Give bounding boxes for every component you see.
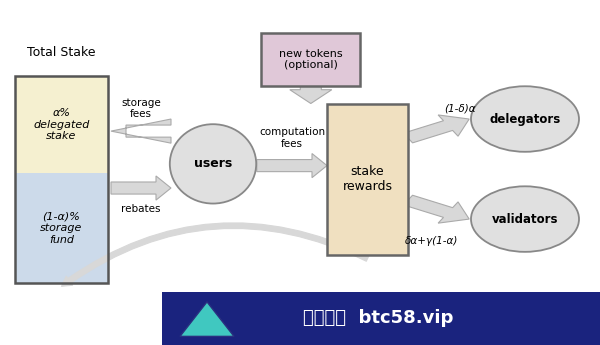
Text: stake
rewards: stake rewards bbox=[343, 165, 392, 194]
Text: users: users bbox=[194, 157, 232, 170]
Ellipse shape bbox=[471, 186, 579, 252]
FancyBboxPatch shape bbox=[261, 33, 360, 86]
Text: Total Stake: Total Stake bbox=[27, 46, 96, 59]
Text: (1-α)%
storage
fund: (1-α)% storage fund bbox=[40, 211, 83, 245]
FancyBboxPatch shape bbox=[327, 104, 408, 255]
Polygon shape bbox=[257, 154, 327, 178]
Text: rebates: rebates bbox=[121, 204, 161, 214]
Text: new tokens
(optional): new tokens (optional) bbox=[278, 49, 343, 70]
Text: delegators: delegators bbox=[490, 112, 560, 126]
Text: α%
delegated
stake: α% delegated stake bbox=[34, 108, 89, 141]
Text: computation
fees: computation fees bbox=[259, 127, 325, 149]
Text: δα+γ(1-α): δα+γ(1-α) bbox=[406, 236, 458, 246]
Polygon shape bbox=[180, 302, 234, 336]
Text: validators: validators bbox=[492, 213, 558, 226]
FancyBboxPatch shape bbox=[15, 173, 108, 283]
Polygon shape bbox=[111, 176, 171, 200]
Text: 云顶量化  btc58.vip: 云顶量化 btc58.vip bbox=[303, 309, 453, 327]
Ellipse shape bbox=[471, 86, 579, 152]
FancyArrowPatch shape bbox=[62, 223, 369, 286]
Polygon shape bbox=[290, 86, 332, 104]
FancyBboxPatch shape bbox=[15, 76, 108, 173]
Polygon shape bbox=[403, 195, 469, 223]
Polygon shape bbox=[111, 119, 171, 143]
Text: (1-γ)(1-α): (1-γ)(1-α) bbox=[197, 309, 247, 319]
Text: storage
fees: storage fees bbox=[121, 98, 161, 119]
Polygon shape bbox=[403, 115, 469, 143]
Text: (1-δ)α: (1-δ)α bbox=[444, 104, 476, 114]
FancyBboxPatch shape bbox=[162, 292, 600, 345]
Ellipse shape bbox=[170, 124, 256, 204]
